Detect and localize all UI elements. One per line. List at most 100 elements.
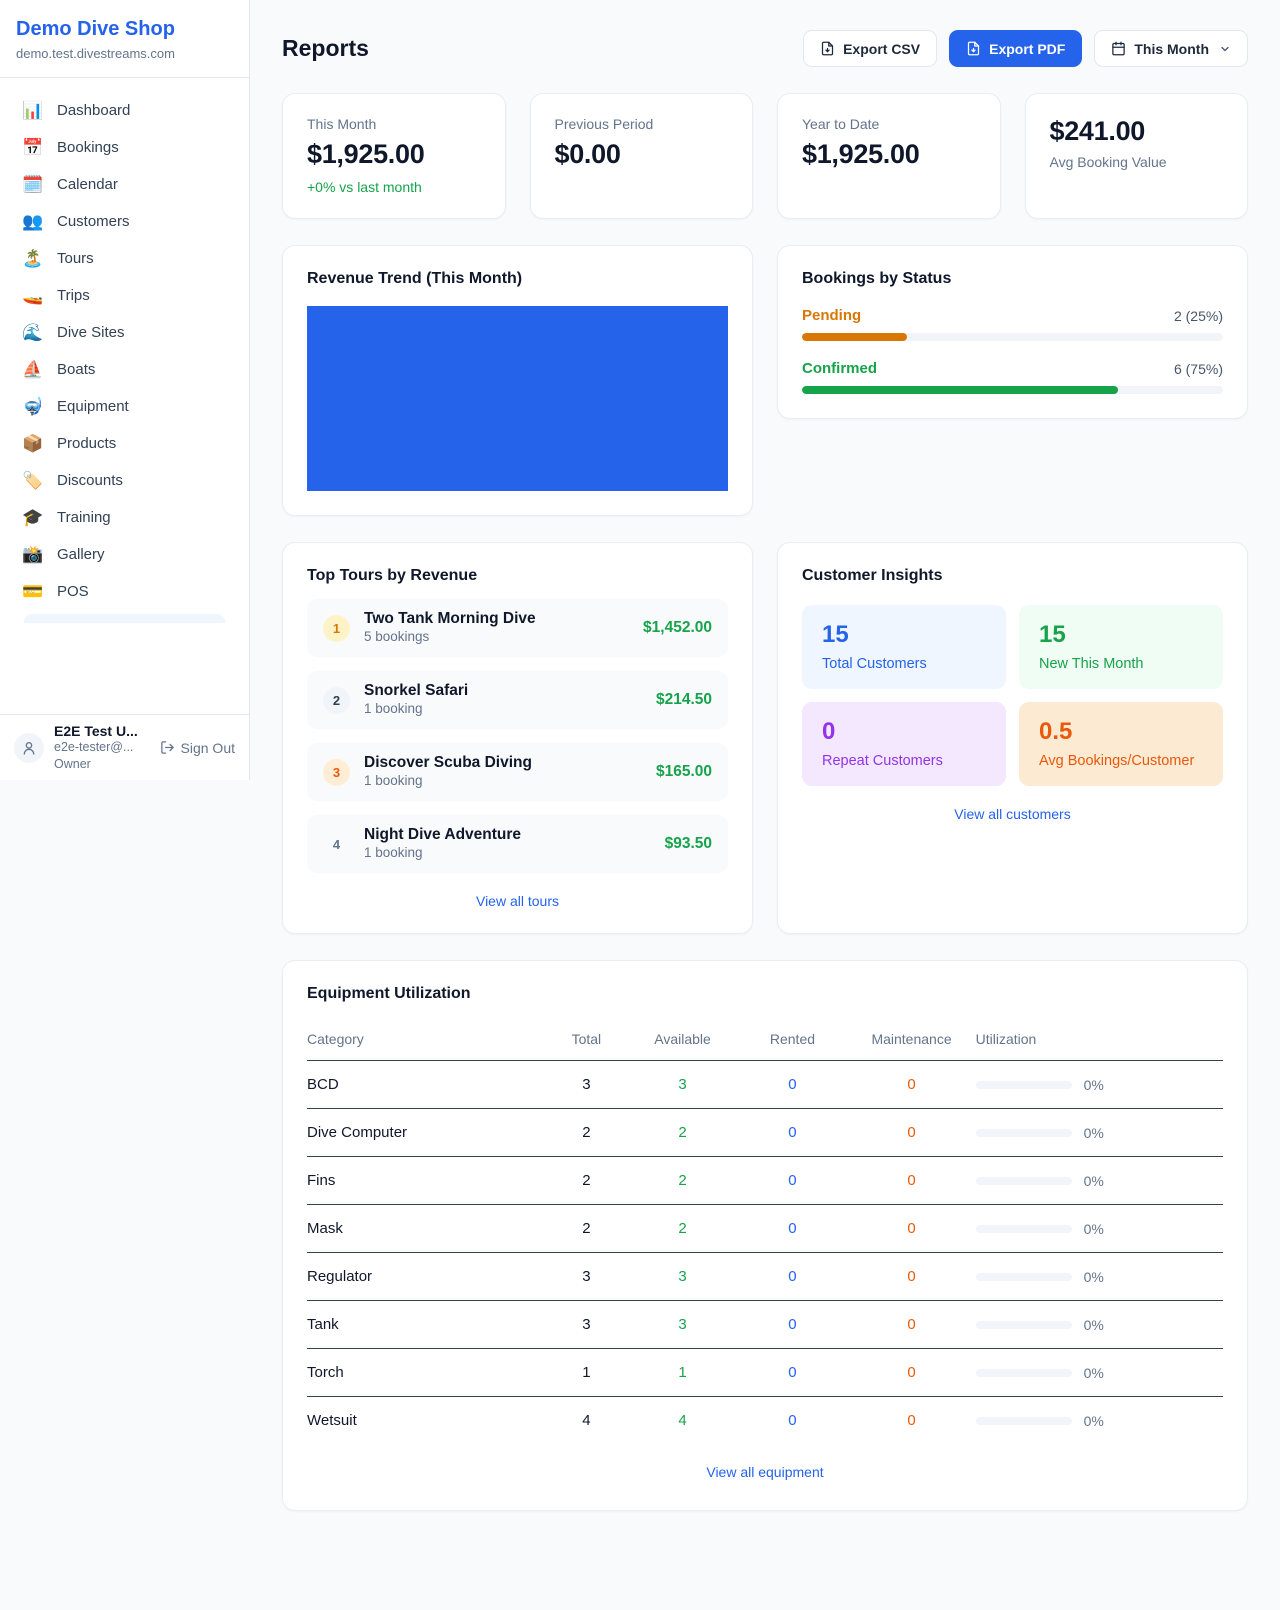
main-content: Reports Export CSV Export PDF This Month (250, 0, 1280, 1551)
sailboat-icon: ⛵ (22, 360, 44, 379)
equipment-table: Category Total Available Rented Maintena… (307, 1021, 1223, 1444)
tile-repeat-customers: 0 Repeat Customers (802, 702, 1006, 786)
status-label: Confirmed (802, 360, 877, 377)
sidebar-item-products[interactable]: 📦 Products (22, 434, 117, 453)
stat-card-previous-period: Previous Period $0.00 (529, 93, 753, 219)
sidebar-item-pos[interactable]: 💳 POS (22, 582, 89, 601)
revenue-trend-title: Revenue Trend (This Month) (307, 270, 523, 287)
utilization-bar (975, 1224, 1072, 1233)
logout-icon (160, 741, 174, 754)
insight-tiles: 15 Total Customers 15 New This Month 0 R… (802, 605, 1223, 786)
sidebar-item-dive-sites[interactable]: 🌊 Dive Sites (22, 323, 125, 342)
user-meta: E2E Test U... e2e-tester@... Owner (54, 723, 150, 772)
tour-bookings: 1 booking (364, 701, 423, 716)
file-download-icon (821, 41, 834, 56)
dashboard-icon: 📊 (22, 101, 44, 120)
calendar-icon: 🗓️ (22, 175, 44, 194)
calendar-icon (1112, 41, 1126, 56)
shop-name: Demo Dive Shop (16, 18, 175, 40)
status-count: 2 (25%) (1173, 307, 1223, 324)
chevron-down-icon (1221, 46, 1229, 51)
utilization-bar (975, 1368, 1072, 1377)
user-name: E2E Test U... (54, 723, 138, 740)
utilization-bar (975, 1176, 1072, 1185)
utilization-bar (975, 1416, 1072, 1425)
export-csv-button[interactable]: Export CSV (803, 30, 938, 67)
sidebar: Demo Dive Shop demo.test.divestreams.com… (0, 0, 250, 780)
rank-badge: 1 (323, 614, 350, 642)
view-all-customers-link[interactable]: View all customers (954, 806, 1071, 822)
stat-card-this-month: This Month $1,925.00 +0% vs last month (282, 93, 506, 219)
insights-row: Top Tours by Revenue 1 Two Tank Morning … (282, 542, 1248, 934)
bookings-calendar-icon: 📅 (22, 138, 44, 157)
tour-row: 1 Two Tank Morning Dive 5 bookings $1,452… (307, 599, 728, 657)
customer-insights-card: Customer Insights 15 Total Customers 15 … (777, 542, 1248, 934)
sidebar-item-equipment[interactable]: 🤿 Equipment (22, 397, 129, 416)
stat-card-year-to-date: Year to Date $1,925.00 (777, 93, 1001, 219)
table-row: Regulator 3 3 0 0 0% (307, 1253, 1223, 1301)
sidebar-user-footer: E2E Test U... e2e-tester@... Owner Sign … (0, 714, 249, 780)
tile-avg-bookings: 0.5 Avg Bookings/Customer (1019, 702, 1223, 786)
customers-icon: 👥 (22, 212, 44, 231)
view-all-tours-link[interactable]: View all tours (475, 893, 559, 909)
sidebar-item-tours[interactable]: 🏝️ Tours (22, 249, 94, 268)
period-select[interactable]: This Month (1094, 30, 1248, 67)
status-row-pending: Pending 2 (25%) (802, 307, 1223, 341)
tour-name: Discover Scuba Diving (364, 754, 532, 771)
utilization-bar (975, 1080, 1072, 1089)
bookings-by-status-title: Bookings by Status (802, 270, 952, 287)
rank-badge: 4 (332, 836, 341, 852)
table-row: Mask 2 2 0 0 0% (307, 1205, 1223, 1253)
avatar (14, 732, 44, 763)
sidebar-item-dashboard[interactable]: 📊 Dashboard (22, 101, 131, 120)
table-row: Wetsuit 4 4 0 0 0% (307, 1412, 1104, 1429)
status-label: Pending (802, 307, 862, 324)
table-row: Torch 1 1 0 0 0% (307, 1349, 1223, 1397)
utilization-bar (975, 1320, 1072, 1329)
user-icon (23, 741, 35, 755)
table-row: Tank 3 3 0 0 0% (307, 1301, 1223, 1349)
sign-out-button[interactable]: Sign Out (160, 740, 235, 756)
table-row: BCD 3 3 0 0 0% (307, 1061, 1223, 1109)
rank-badge: 3 (323, 758, 350, 786)
export-pdf-button[interactable]: Export PDF (949, 30, 1083, 67)
package-icon: 📦 (22, 434, 44, 453)
tour-amount: $214.50 (655, 691, 712, 708)
credit-card-icon: 💳 (22, 582, 44, 601)
charts-row: Revenue Trend (This Month) Bookings by S… (282, 245, 1248, 516)
tag-icon: 🏷️ (22, 471, 44, 490)
stat-cards: This Month $1,925.00 +0% vs last month P… (282, 93, 1248, 219)
page-header: Reports Export CSV Export PDF This Month (282, 30, 1248, 67)
tour-name: Two Tank Morning Dive (364, 610, 536, 627)
user-role: Owner (54, 756, 91, 771)
wave-icon: 🌊 (22, 323, 44, 342)
view-all-equipment-link[interactable]: View all equipment (706, 1464, 824, 1480)
tile-new-this-month: 15 New This Month (1019, 605, 1223, 689)
sidebar-item-discounts[interactable]: 🏷️ Discounts (22, 471, 123, 490)
sidebar-item-trips[interactable]: 🚤 Trips (22, 286, 90, 305)
tour-row: 3 Discover Scuba Diving 1 booking $165.00 (307, 743, 728, 801)
sidebar-item-customers[interactable]: 👥 Customers (22, 212, 130, 231)
revenue-trend-card: Revenue Trend (This Month) (282, 245, 753, 516)
stat-card-avg-booking-value: $241.00 Avg Booking Value (1024, 93, 1248, 219)
sidebar-item-gallery[interactable]: 📸 Gallery (22, 545, 105, 564)
tours-island-icon: 🏝️ (22, 249, 44, 268)
sidebar-item-reports-partial[interactable] (24, 614, 225, 623)
sidebar-item-bookings[interactable]: 📅 Bookings (22, 138, 119, 157)
sidebar-item-training[interactable]: 🎓 Training (22, 508, 111, 527)
utilization-bar (975, 1128, 1072, 1137)
tour-amount: $165.00 (655, 763, 712, 780)
user-email: e2e-tester@... (54, 740, 134, 755)
file-download-icon (967, 41, 980, 56)
stat-trend: +0% vs last month (307, 179, 422, 195)
tour-name: Snorkel Safari (364, 682, 469, 699)
equipment-utilization-title: Equipment Utilization (307, 985, 471, 1002)
sidebar-item-boats[interactable]: ⛵ Boats (22, 360, 96, 379)
graduation-cap-icon: 🎓 (22, 508, 44, 527)
progress-fill (802, 333, 908, 341)
sidebar-item-calendar[interactable]: 🗓️ Calendar (22, 175, 118, 194)
tour-amount: $1,452.00 (643, 619, 712, 636)
status-count: 6 (75%) (1173, 360, 1223, 377)
tour-name: Night Dive Adventure (364, 826, 522, 843)
